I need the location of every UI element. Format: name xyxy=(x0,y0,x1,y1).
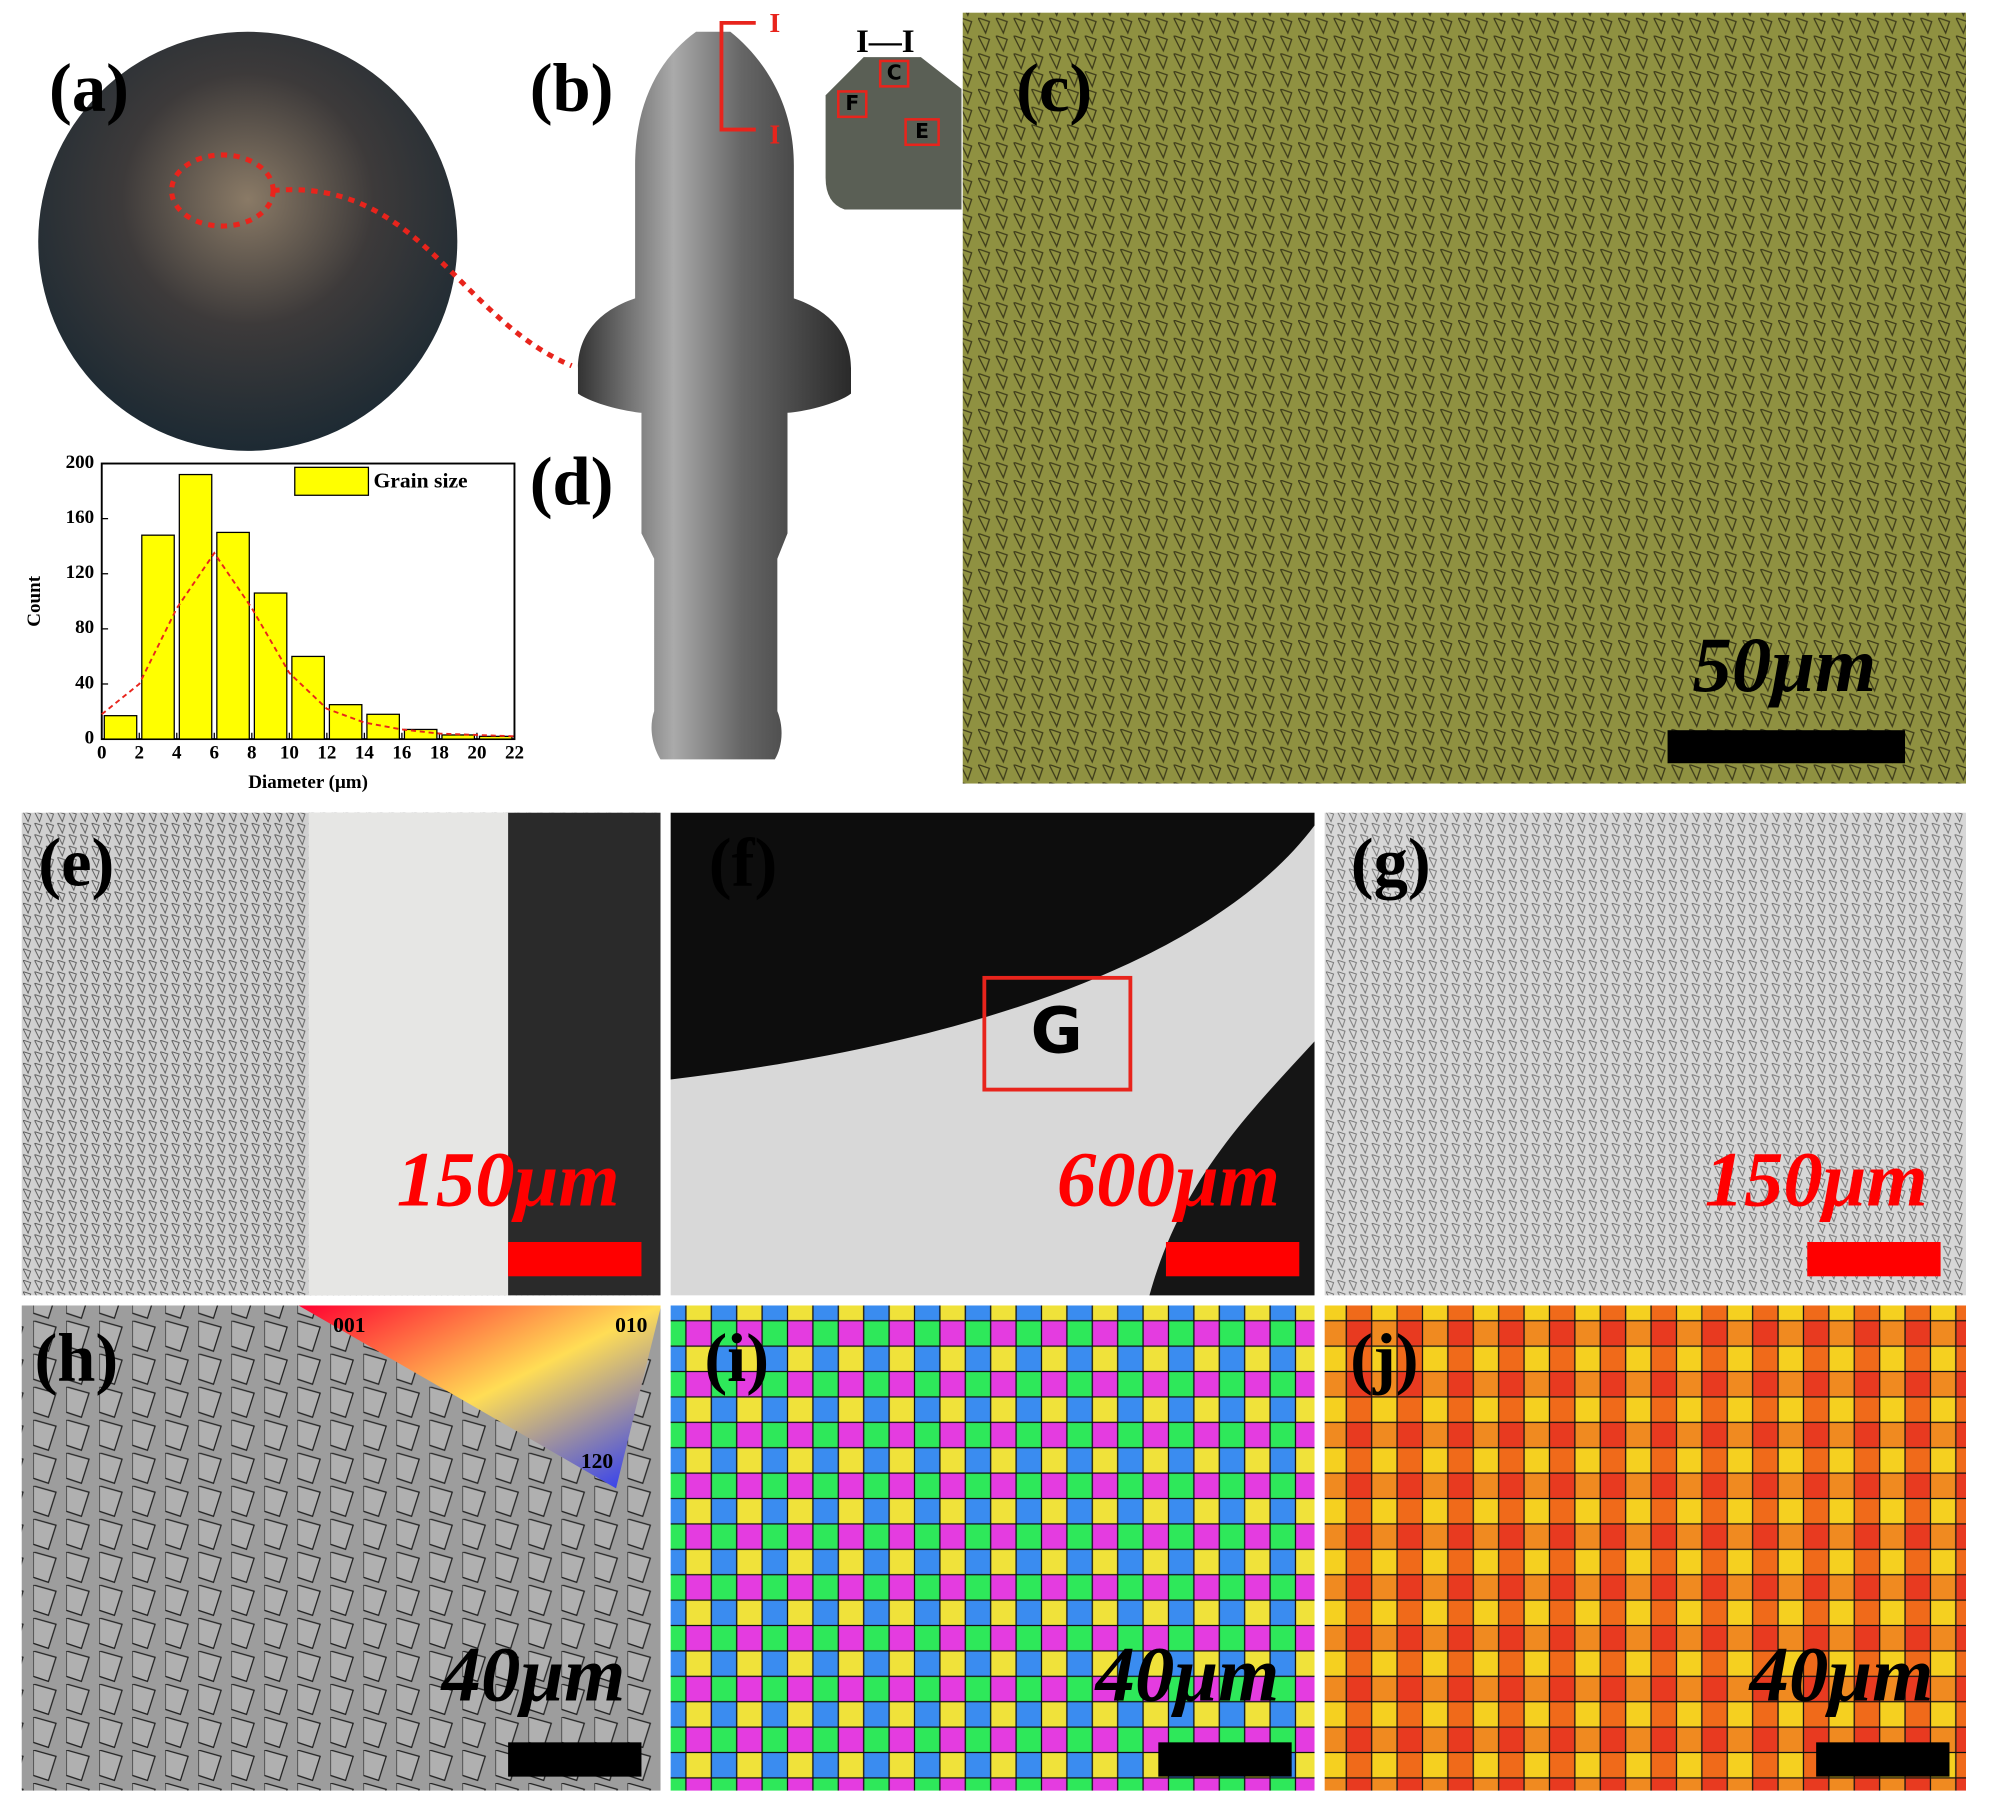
region-box xyxy=(878,59,910,88)
color-key-label: 010 xyxy=(615,1313,647,1337)
bar xyxy=(403,728,438,740)
panel-label: (h) xyxy=(34,1320,118,1396)
photo xyxy=(38,31,458,451)
color-key-label: 120 xyxy=(581,1449,613,1473)
legend-swatch xyxy=(294,466,370,496)
bar xyxy=(291,655,325,740)
x-tick-label: 12 xyxy=(317,743,336,764)
bit xyxy=(577,31,851,760)
band xyxy=(508,812,661,1296)
panel-label: (f) xyxy=(709,825,778,901)
bar xyxy=(253,592,288,740)
color-key-label: 001 xyxy=(333,1313,365,1337)
panel-label: (b) xyxy=(530,50,614,126)
y-tick-label: 80 xyxy=(75,617,94,638)
x-tick-label: 14 xyxy=(355,743,375,764)
bar xyxy=(366,713,400,740)
scale-bar xyxy=(508,1241,642,1277)
section-mark: I—I xyxy=(856,24,915,60)
section-mark: I xyxy=(769,120,780,151)
x-tick-label: 18 xyxy=(430,743,449,764)
section-mark: I xyxy=(769,8,780,39)
scale-bar xyxy=(1816,1742,1950,1777)
x-tick-label: 10 xyxy=(280,743,299,764)
scale-label: 150μm xyxy=(397,1136,620,1223)
bar xyxy=(441,734,476,740)
scale-label: 40μm xyxy=(440,1632,626,1719)
micrograph xyxy=(962,12,1966,784)
section-line xyxy=(719,20,756,132)
arrow xyxy=(272,187,573,369)
region-box xyxy=(904,118,940,147)
scale-bar xyxy=(1158,1742,1292,1777)
scale-label: 150μm xyxy=(1705,1136,1928,1223)
x-axis-label: Diameter (μm) xyxy=(248,772,368,793)
region-mark: F xyxy=(845,91,859,115)
x-tick-label: 6 xyxy=(210,743,220,764)
panel-label: (g) xyxy=(1351,825,1431,901)
bar xyxy=(478,735,513,740)
scale-label: 50μm xyxy=(1693,622,1877,709)
band xyxy=(308,812,515,1296)
y-axis-label: Count xyxy=(24,575,45,626)
bar xyxy=(178,473,213,740)
x-tick-label: 22 xyxy=(505,743,524,764)
scale-label: 40μm xyxy=(1094,1632,1280,1719)
region-box xyxy=(982,975,1133,1092)
x-tick-label: 16 xyxy=(392,743,411,764)
region-mark: C xyxy=(887,61,902,85)
scale-bar xyxy=(1667,730,1906,764)
micrograph xyxy=(1324,812,1966,1296)
panel-label: (e) xyxy=(38,825,114,901)
color-key xyxy=(298,1305,661,1489)
bar xyxy=(216,531,250,740)
panel-label: (d) xyxy=(530,444,614,520)
scale-label: 40μm xyxy=(1748,1632,1934,1719)
fit-line xyxy=(101,551,515,738)
x-tick-label: 20 xyxy=(467,743,486,764)
y-tick-label: 0 xyxy=(85,727,95,748)
panel-label: (c) xyxy=(1016,50,1092,126)
panel-label: (j) xyxy=(1350,1320,1419,1396)
scale-bar xyxy=(1807,1241,1941,1277)
y-tick-label: 200 xyxy=(66,452,95,473)
x-tick-label: 0 xyxy=(97,743,107,764)
y-tick-label: 120 xyxy=(66,562,95,583)
cross-section xyxy=(825,57,962,210)
bar xyxy=(141,534,175,740)
ipf-map xyxy=(670,1305,1315,1791)
region-mark: E xyxy=(915,119,929,143)
dark-region xyxy=(670,812,1315,1080)
x-tick-label: 8 xyxy=(247,743,257,764)
dark-region xyxy=(1149,1041,1315,1296)
scale-bar xyxy=(1165,1241,1300,1277)
bar xyxy=(103,715,138,740)
legend-label: Grain size xyxy=(374,469,469,493)
scale-bar xyxy=(508,1742,642,1777)
panel-label: (a) xyxy=(49,50,129,126)
x-tick-label: 2 xyxy=(135,743,145,764)
y-tick-label: 160 xyxy=(66,507,95,528)
scale-label: 600μm xyxy=(1057,1136,1280,1223)
bar xyxy=(328,704,363,740)
region-mark: G xyxy=(1031,994,1083,1068)
x-tick-label: 4 xyxy=(172,743,182,764)
ipf-map xyxy=(1324,1305,1966,1791)
y-tick-label: 40 xyxy=(75,672,94,693)
panel-label: (i) xyxy=(704,1320,769,1396)
region-box xyxy=(837,90,868,119)
